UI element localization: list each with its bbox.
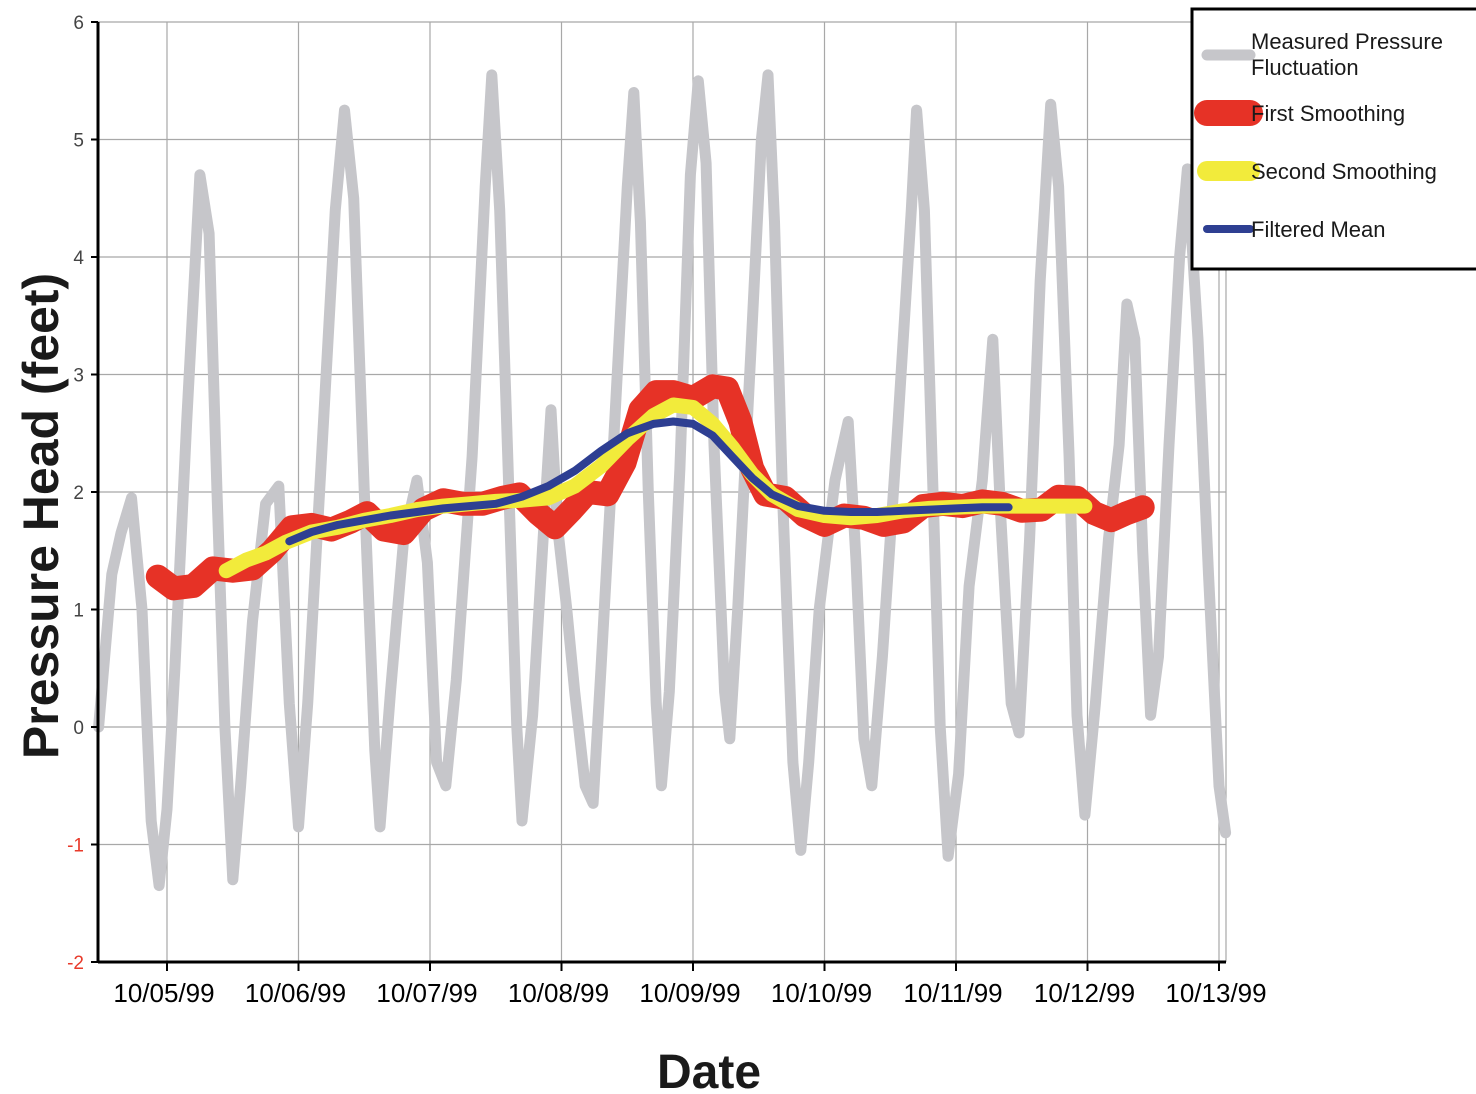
y-tick-label: 6 [73,13,84,34]
legend-label: Filtered Mean [1251,217,1386,242]
x-tick-label: 10/06/99 [245,978,346,1008]
y-axis-title: Pressure Head (feet) [13,273,69,759]
y-tick-label: 1 [73,601,84,622]
y-tick-label: 4 [73,248,84,269]
x-tick-label: 10/05/99 [113,978,214,1008]
x-tick-label: 10/08/99 [508,978,609,1008]
x-tick-label: 10/13/99 [1165,978,1266,1008]
x-tick-label: 10/12/99 [1034,978,1135,1008]
y-tick-label: -1 [67,836,84,857]
y-tick-label: -2 [67,953,84,974]
legend-label: First Smoothing [1251,101,1405,126]
legend-label: Fluctuation [1251,55,1359,80]
series-line-measured-pressure-fluctuation [93,69,1232,892]
x-tick-label: 10/09/99 [639,978,740,1008]
y-tick-label: 2 [73,483,84,504]
y-tick-label: 5 [73,131,84,152]
y-tick-label: 3 [73,366,84,387]
chart-series [93,69,1232,892]
x-axis-title: Date [657,1046,761,1094]
series-line-filtered-mean [285,417,1013,546]
legend-label: Measured Pressure [1251,29,1443,54]
legend-label: Second Smoothing [1251,159,1437,184]
x-tick-label: 10/07/99 [376,978,477,1008]
x-tick-label: 10/10/99 [771,978,872,1008]
y-tick-label: 0 [73,718,84,739]
x-axis-ticks: 10/05/99 10/06/99 10/07/99 10/08/99 10/09/99… [113,962,1267,1008]
x-tick-label: 10/11/99 [903,978,1002,1008]
y-axis-ticks: -2 -1 0 1 2 3 4 5 6 [67,13,98,974]
plot-grid [98,21,1227,962]
